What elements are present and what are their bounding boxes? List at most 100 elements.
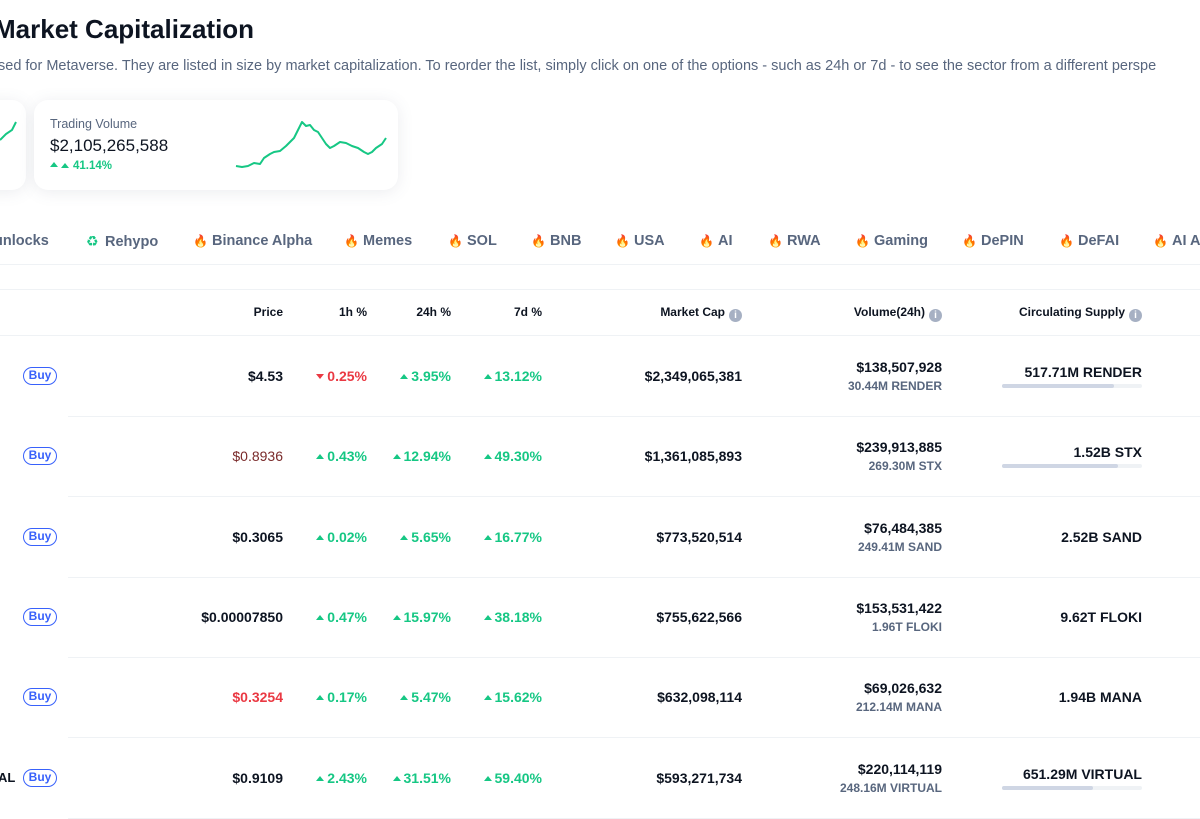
info-icon[interactable]: i [929,309,942,322]
tag-depin[interactable]: 🔥 DePIN [962,233,1024,249]
divider [0,289,1200,290]
fire-icon: 🔥 [344,234,359,248]
tag-unlocks[interactable]: unlocks [0,233,49,249]
circulating-supply-cell: 9.62T FLOKI [1060,609,1142,625]
tag-ai[interactable]: 🔥 AI [699,233,733,249]
change-1h-cell: 0.02% [316,529,367,545]
tag-gaming[interactable]: 🔥 Gaming [855,233,928,249]
volume-usd-cell[interactable]: $69,026,632 [864,680,942,696]
volume-usd-cell[interactable]: $239,913,885 [856,439,942,455]
price-cell: $0.8936 [232,448,283,464]
page-description: sed for Metaverse. They are listed in si… [0,58,1157,74]
supply-progress-fill [1002,384,1114,388]
circulating-supply-cell: 517.71M RENDER [1024,364,1143,380]
table-row[interactable]: Buy $0.3254 0.17% 5.47% 15.62% $632,098,114 $6… [0,657,1200,738]
change-7d-cell: 16.77% [484,529,542,545]
tag-defai[interactable]: 🔥 DeFAI [1059,233,1120,249]
info-icon[interactable]: i [1129,309,1142,322]
volume-coin-cell: 30.44M RENDER [847,379,942,393]
info-icon[interactable]: i [729,309,742,322]
market-cap-cell: $755,622,566 [656,609,742,625]
volume-coin-cell: 249.41M SAND [857,540,942,554]
caret-up-icon [61,163,69,168]
supply-progress-bar [1002,786,1142,790]
tag-sol[interactable]: 🔥 SOL [448,233,497,249]
change-24h-cell: 15.97% [393,609,451,625]
recycle-icon: ♻ [86,233,99,249]
market-cap-cell: $1,361,085,893 [644,448,742,464]
volume-usd-cell[interactable]: $138,507,928 [856,359,942,375]
divider [68,496,1200,497]
volume-coin-cell: 269.30M STX [868,459,942,473]
divider [68,657,1200,658]
change-7d-cell: 13.12% [484,368,542,384]
trading-volume-value: $2,105,265,588 [50,136,169,155]
change-7d-cell: 49.30% [484,448,542,464]
tag-binance-alpha[interactable]: 🔥 Binance Alpha [193,233,313,249]
tag-bnb[interactable]: 🔥 BNB [531,233,582,249]
volume-usd-cell[interactable]: $220,114,119 [857,761,942,777]
change-1h-cell: 0.43% [316,448,367,464]
column-header-1h[interactable]: 1h % [338,305,367,319]
change-24h-cell: 3.95% [400,368,451,384]
change-24h-cell: 5.65% [400,529,451,545]
buy-button[interactable]: Buy [23,769,57,787]
circulating-supply-cell: 651.29M VIRTUAL [1022,766,1142,782]
tag-ai-agents[interactable]: 🔥 AI A [1153,233,1200,249]
supply-progress-bar [1002,384,1142,388]
column-header-supply[interactable]: Circulating Supply i [1019,305,1142,322]
tag-rehypo[interactable]: ♻ Rehypo [86,233,159,250]
supply-progress-fill [1002,786,1093,790]
change-1h-cell: 0.17% [316,689,367,705]
change-7d-cell: 38.18% [484,609,542,625]
buy-button[interactable]: Buy [23,688,57,706]
fire-icon: 🔥 [962,234,977,248]
price-cell: $0.3254 [232,689,283,705]
fire-icon: 🔥 [193,234,208,248]
volume-coin-cell: 1.96T FLOKI [871,620,942,634]
tag-rwa[interactable]: 🔥 RWA [768,233,821,249]
buy-button[interactable]: Buy [23,608,57,626]
volume-usd-cell[interactable]: $76,484,385 [864,520,942,536]
change-1h-cell: 0.25% [316,368,367,384]
column-header-7d[interactable]: 7d % [513,305,542,319]
trading-volume-change: 41.14% [50,160,112,172]
buy-button[interactable]: Buy [23,447,57,465]
volume-coin-cell: 212.14M MANA [855,700,942,714]
fire-icon: 🔥 [699,234,714,248]
category-tags: unlocks ♻Rehypo 🔥Binance Alpha 🔥Memes 🔥S… [0,233,1200,251]
supply-progress-fill [1002,464,1119,468]
change-7d-cell: 59.40% [484,770,542,786]
table-row[interactable]: Buy $0.8936 0.43% 12.94% 49.30% $1,361,085,89… [0,416,1200,497]
table-row[interactable]: AL Buy $0.9109 2.43% 31.51% 59.40% $593,271,73… [0,738,1200,819]
market-cap-cell: $593,271,734 [656,770,742,786]
fire-icon: 🔥 [768,234,783,248]
change-24h-cell: 31.51% [393,770,451,786]
divider [68,737,1200,738]
tag-memes[interactable]: 🔥 Memes [344,233,413,249]
divider [0,335,1200,336]
change-24h-cell: 12.94% [393,448,451,464]
buy-button[interactable]: Buy [23,367,57,385]
column-header-price[interactable]: Price [253,305,283,319]
price-cell: $0.9109 [232,770,283,786]
market-cap-cell: $2,349,065,381 [644,368,742,384]
column-header-market-cap[interactable]: Market Cap i [660,305,742,322]
fire-icon: 🔥 [1153,234,1168,248]
column-header-volume[interactable]: Volume(24h) i [854,305,942,322]
table-row[interactable]: Buy $4.53 0.25% 3.95% 13.12% $2,349,065,381 $1… [0,336,1200,417]
buy-button[interactable]: Buy [23,528,57,546]
volume-usd-cell[interactable]: $153,531,422 [856,600,942,616]
table-row[interactable]: Buy $0.3065 0.02% 5.65% 16.77% $773,520,514 $7… [0,497,1200,578]
divider [68,577,1200,578]
table-row[interactable]: Buy $0.00007850 0.47% 15.97% 38.18% $755,622,… [0,577,1200,658]
market-cap-sparkline [0,121,17,141]
page-title: Market Capitalization [0,14,255,44]
change-7d-cell: 15.62% [484,689,542,705]
column-header-24h[interactable]: 24h % [416,305,451,319]
fire-icon: 🔥 [531,234,546,248]
market-cap-cell: $773,520,514 [656,529,742,545]
market-cap-card [0,100,26,190]
coin-name[interactable]: AL [0,770,16,785]
tag-usa[interactable]: 🔥 USA [615,233,665,249]
